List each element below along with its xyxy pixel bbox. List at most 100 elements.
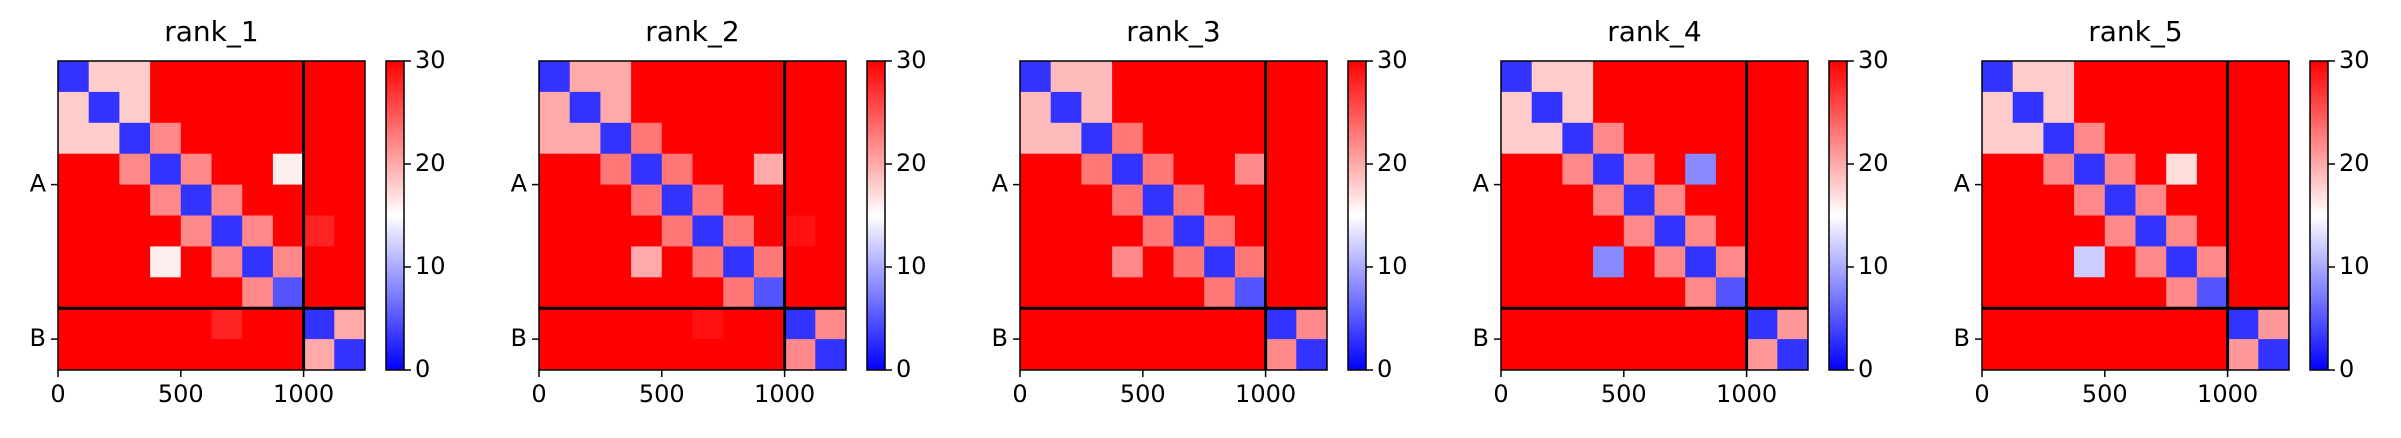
heatmap-cell (661, 122, 693, 155)
heatmap-cell (1081, 153, 1113, 186)
heatmap-cell (88, 215, 120, 247)
heatmap-cell (1020, 61, 1052, 93)
heatmap-cell (1081, 339, 1113, 371)
heatmap-cell (539, 61, 571, 93)
heatmap-cell (631, 91, 663, 124)
heatmap-cell (600, 339, 632, 371)
heatmap-cell (1777, 153, 1809, 186)
heatmap-cell (2258, 184, 2290, 216)
heatmap-cell (2104, 91, 2136, 124)
heatmap-cell (119, 339, 151, 371)
heatmap-cell (1234, 215, 1267, 247)
heatmap-cell (1982, 308, 2014, 340)
heatmap-cell (2166, 153, 2198, 186)
heatmap-cell (600, 91, 632, 124)
heatmap-cell (784, 153, 816, 186)
heatmap-cell (539, 184, 571, 216)
axes-frame (1500, 60, 1809, 371)
heatmap-cell (211, 61, 243, 93)
heatmap-cell (2012, 246, 2044, 278)
heatmap-cell (2196, 277, 2229, 309)
heatmap-cell (2196, 122, 2229, 155)
heatmap-cell (1173, 277, 1205, 309)
heatmap-cell (2104, 339, 2136, 371)
heatmap-cell (272, 91, 305, 124)
heatmap-cell (2043, 339, 2075, 371)
heatmap-cell (150, 246, 182, 278)
colorbar-tick-label: 20 (1858, 149, 1889, 177)
heatmap-cell (1265, 184, 1297, 216)
heatmap-cell (661, 61, 693, 93)
heatmap-cell (2135, 184, 2167, 216)
heatmap-cell (2074, 215, 2106, 247)
heatmap-cell (2135, 246, 2167, 278)
heatmap-cell (2043, 215, 2075, 247)
heatmap-cell (2196, 215, 2229, 247)
heatmap-cell (2166, 61, 2198, 93)
heatmap-cell (1562, 184, 1594, 216)
heatmap-cell (58, 184, 90, 216)
heatmap-cell (631, 246, 663, 278)
heatmap-cell (1562, 339, 1594, 371)
heatmap-cell (1112, 246, 1144, 278)
heatmap-cell (1204, 184, 1236, 216)
heatmap-cell (303, 61, 335, 93)
heatmap-cell (2227, 122, 2259, 155)
heatmap-cell (2166, 184, 2198, 216)
heatmap-cell (1593, 277, 1625, 309)
heatmap-cell (272, 215, 305, 247)
heatmap-cell (2166, 339, 2198, 371)
heatmap-cell (723, 246, 755, 278)
y-tick-label: B (511, 324, 527, 352)
heatmap-cell (150, 91, 182, 124)
heatmap-cell (1746, 61, 1778, 93)
heatmap-cell (600, 246, 632, 278)
heatmap-cell (1746, 339, 1778, 371)
heatmap-cell (2135, 153, 2167, 186)
heatmap-cell (1020, 339, 1052, 371)
panel-title: rank_1 (164, 15, 258, 48)
x-tick-label: 1000 (2197, 380, 2258, 408)
heatmap-cell (1715, 153, 1748, 186)
heatmap-cell (1531, 184, 1563, 216)
heatmap-cell (1050, 215, 1082, 247)
y-tick-label: A (511, 170, 528, 198)
heatmap-cell (1685, 339, 1717, 371)
heatmap-cell (600, 122, 632, 155)
heatmap-cell (1982, 153, 2014, 186)
heatmap-cell (1777, 215, 1809, 247)
heatmap-cell (631, 61, 663, 93)
heatmap-cell (2227, 184, 2259, 216)
heatmap-cell (1050, 122, 1082, 155)
heatmap-cell (1685, 215, 1717, 247)
heatmap-cell (1050, 184, 1082, 216)
heatmap-cell (1593, 184, 1625, 216)
heatmap-cell (2104, 184, 2136, 216)
heatmap-cell (661, 184, 693, 216)
heatmap-cell (1296, 215, 1328, 247)
panel-title: rank_5 (2088, 15, 2182, 48)
heatmap-cell (2227, 61, 2259, 93)
x-tick-label: 500 (639, 380, 685, 408)
heatmap-cell (569, 215, 601, 247)
heatmap-cell (631, 215, 663, 247)
heatmap-cell (2043, 246, 2075, 278)
colorbar-tick-label: 30 (415, 46, 446, 74)
heatmap-cell (631, 339, 663, 371)
heatmap-cell (242, 153, 274, 186)
heatmap-cell (119, 61, 151, 93)
heatmap-cell (2227, 339, 2259, 371)
heatmap-cell (1982, 277, 2014, 309)
axes-frame (1981, 60, 2290, 371)
heatmap-cell (2135, 122, 2167, 155)
heatmap-cell (815, 153, 847, 186)
heatmap-cell (2104, 215, 2136, 247)
heatmap-cell (2074, 91, 2106, 124)
heatmap-cell (1715, 61, 1748, 93)
heatmap-cell (211, 308, 243, 340)
heatmap-cell (1623, 277, 1655, 309)
heatmap-cell (1142, 153, 1174, 186)
heatmap-cell (150, 308, 182, 340)
heatmap-cell (1593, 246, 1625, 278)
